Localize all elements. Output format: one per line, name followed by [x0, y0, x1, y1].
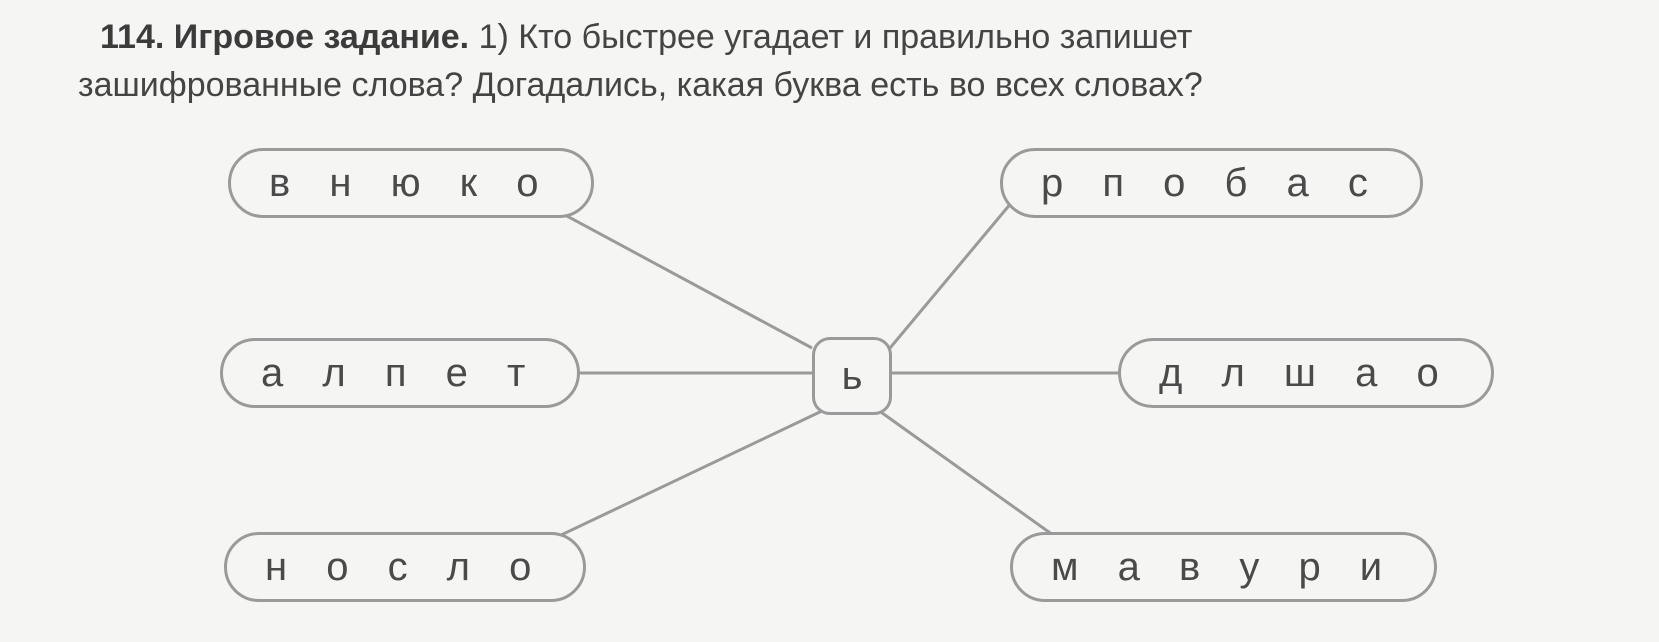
exercise-instruction: 114. Игровое задание. 1) Кто быстрее уга…	[100, 14, 1600, 109]
exercise-number: 114.	[100, 18, 164, 56]
instruction-text-1: Кто быстрее угадает и правильно запишет	[518, 18, 1192, 56]
node-bl: н о с л о	[224, 532, 586, 602]
instruction-text-2: зашифрованные слова? Догадались, какая б…	[78, 62, 1600, 110]
node-tl: в н ю к о	[228, 148, 594, 218]
node-mr: д л ш а о	[1118, 338, 1494, 408]
edge-br	[878, 410, 1060, 540]
edge-tr	[890, 190, 1022, 348]
node-br: м а в у р и	[1010, 532, 1437, 602]
node-tr: р п о б а с	[1000, 148, 1423, 218]
question-marker: 1)	[479, 18, 509, 56]
center-node: ь	[812, 337, 892, 415]
word-diagram: ь в н ю к о а л п е т н о с л о р п о б …	[0, 110, 1659, 630]
node-ml: а л п е т	[220, 338, 580, 408]
exercise-title: Игровое задание.	[174, 18, 469, 56]
